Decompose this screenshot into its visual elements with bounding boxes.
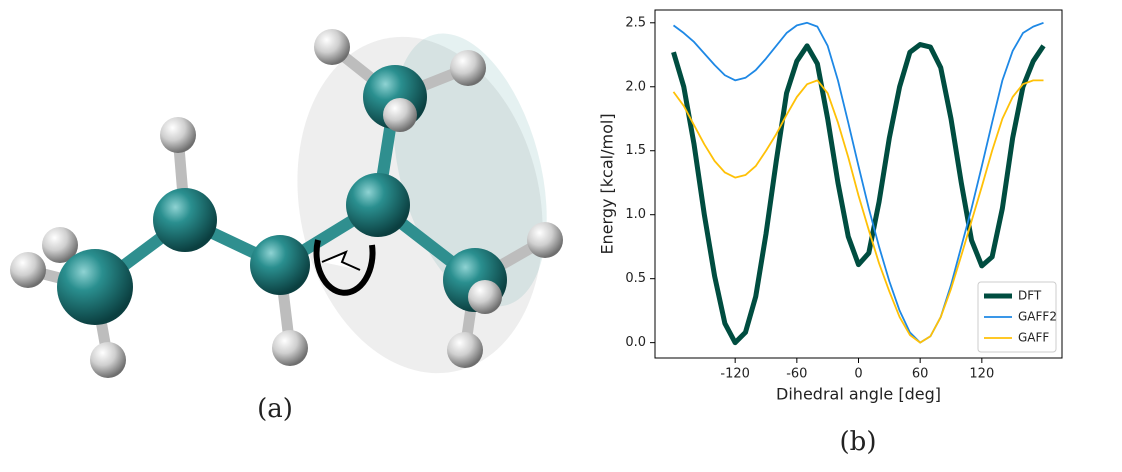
caption: (a) [257, 394, 293, 424]
x-axis-label: Dihedral angle [deg] [776, 385, 941, 404]
legend: DFT GAFF2 GAFF [977, 281, 1057, 353]
legend-label: GAFF2 [1018, 310, 1057, 324]
y-tick-label: 0.5 [625, 271, 646, 286]
x-tick-label: -60 [786, 367, 807, 382]
x-tick-label: -120 [720, 367, 750, 382]
legend-box [977, 281, 1057, 353]
y-tick-label: 1.0 [625, 207, 646, 222]
rotation-ghost [393, 33, 547, 307]
line-series [671, 42, 1046, 346]
y-axis-label: Energy [kcal/mol] [598, 113, 617, 254]
line-series [672, 79, 1044, 344]
x-tick-label: 60 [912, 367, 929, 382]
legend-label: DFT [1018, 289, 1042, 303]
y-tick-label: 0.0 [625, 335, 646, 350]
caption: (b) [840, 427, 877, 457]
line-series [672, 21, 1044, 344]
legend-label: GAFF [1018, 331, 1049, 345]
y-tick-label: 2.0 [625, 79, 646, 94]
y-tick-label: 1.5 [625, 143, 646, 158]
y-tick-label: 2.5 [625, 15, 646, 30]
rotation-arrow [313, 239, 376, 296]
molecule: (a) [10, 29, 563, 424]
hydrogens [10, 29, 563, 378]
plot-frame [654, 9, 1063, 359]
x-tick-label: 120 [969, 367, 994, 382]
x-tick-label: 0 [854, 367, 862, 382]
hydrogens-front [383, 98, 502, 314]
